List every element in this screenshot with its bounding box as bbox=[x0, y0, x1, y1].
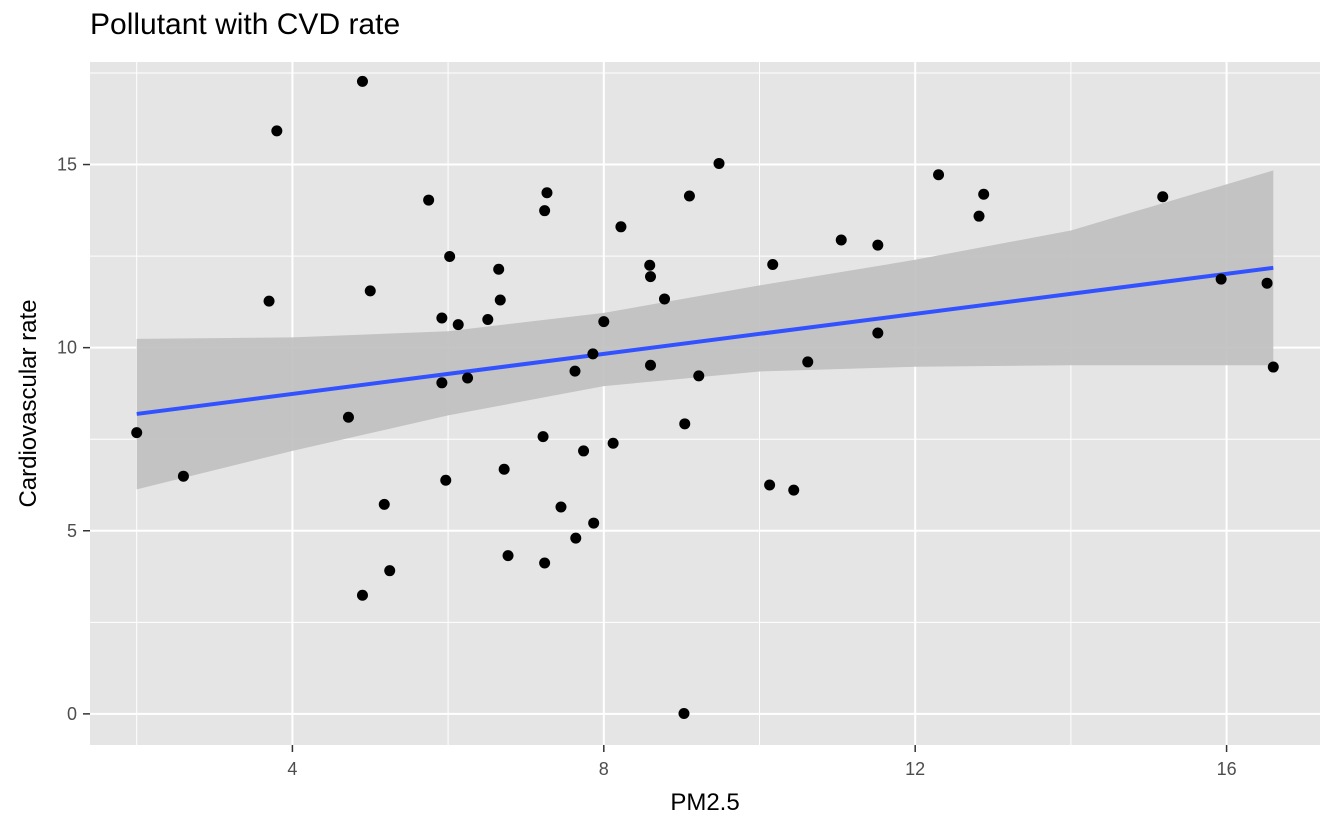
data-point-24 bbox=[539, 557, 551, 569]
y-tick-label-0: 0 bbox=[67, 704, 77, 724]
data-point-29 bbox=[578, 445, 590, 457]
y-axis-title: Cardiovascular rate bbox=[15, 299, 42, 507]
y-tick-label-3: 15 bbox=[57, 155, 77, 175]
data-point-33 bbox=[607, 437, 619, 449]
data-point-37 bbox=[645, 359, 657, 371]
data-point-30 bbox=[587, 348, 599, 360]
data-point-23 bbox=[539, 205, 551, 217]
x-tick-label-1: 8 bbox=[599, 759, 609, 779]
data-point-27 bbox=[569, 365, 581, 377]
data-point-55 bbox=[1215, 273, 1227, 285]
data-point-2 bbox=[263, 295, 275, 307]
points bbox=[131, 75, 1279, 720]
x-axis-title: PM2.5 bbox=[670, 789, 739, 816]
data-point-28 bbox=[570, 532, 582, 544]
y-tick-label-1: 5 bbox=[67, 521, 77, 541]
data-point-8 bbox=[378, 498, 390, 510]
data-point-18 bbox=[493, 263, 505, 275]
data-point-39 bbox=[678, 708, 690, 720]
data-point-19 bbox=[494, 294, 506, 306]
data-point-57 bbox=[1267, 361, 1279, 373]
data-point-14 bbox=[444, 250, 456, 262]
data-point-11 bbox=[436, 312, 448, 324]
data-point-16 bbox=[462, 372, 474, 384]
data-point-50 bbox=[872, 327, 884, 339]
data-point-47 bbox=[802, 356, 814, 368]
data-point-10 bbox=[423, 194, 435, 206]
data-point-3 bbox=[271, 125, 283, 137]
data-point-49 bbox=[872, 239, 884, 251]
data-point-56 bbox=[1261, 277, 1273, 289]
data-point-7 bbox=[364, 285, 376, 297]
data-point-41 bbox=[683, 190, 695, 202]
data-point-40 bbox=[679, 418, 691, 430]
data-point-9 bbox=[384, 565, 396, 577]
data-point-36 bbox=[645, 271, 657, 283]
data-point-13 bbox=[440, 474, 452, 486]
data-point-43 bbox=[713, 157, 725, 169]
data-point-42 bbox=[693, 370, 705, 382]
data-point-17 bbox=[482, 313, 494, 325]
data-point-6 bbox=[356, 589, 368, 601]
data-point-38 bbox=[659, 293, 671, 305]
x-tick-label-2: 12 bbox=[905, 759, 925, 779]
data-point-26 bbox=[555, 501, 567, 513]
y-tick-label-2: 10 bbox=[57, 338, 77, 358]
data-point-31 bbox=[588, 517, 600, 529]
x-tick-label-3: 16 bbox=[1217, 759, 1237, 779]
data-point-15 bbox=[452, 319, 464, 331]
y-axis: 0 5 10 15 bbox=[57, 155, 90, 724]
x-axis: 4 8 12 16 bbox=[287, 745, 1237, 779]
data-point-53 bbox=[978, 188, 990, 200]
x-tick-label-0: 4 bbox=[287, 759, 297, 779]
data-point-44 bbox=[764, 479, 776, 491]
data-point-52 bbox=[973, 210, 985, 222]
data-point-46 bbox=[788, 484, 800, 496]
data-point-1 bbox=[177, 470, 189, 482]
data-point-0 bbox=[131, 427, 143, 439]
chart-title: Pollutant with CVD rate bbox=[90, 8, 401, 41]
data-point-48 bbox=[835, 234, 847, 246]
data-point-21 bbox=[502, 550, 514, 562]
data-point-20 bbox=[498, 463, 510, 475]
data-point-54 bbox=[1157, 191, 1169, 203]
confidence-band bbox=[136, 170, 1274, 490]
data-point-45 bbox=[767, 259, 779, 271]
data-point-22 bbox=[537, 431, 549, 443]
data-point-25 bbox=[541, 187, 553, 199]
data-point-32 bbox=[598, 316, 610, 328]
data-point-4 bbox=[342, 411, 354, 423]
fit-line bbox=[136, 265, 1274, 416]
data-point-51 bbox=[933, 169, 945, 181]
data-point-12 bbox=[436, 377, 448, 389]
data-point-5 bbox=[356, 75, 368, 87]
data-point-35 bbox=[644, 259, 656, 271]
data-point-34 bbox=[615, 221, 627, 233]
